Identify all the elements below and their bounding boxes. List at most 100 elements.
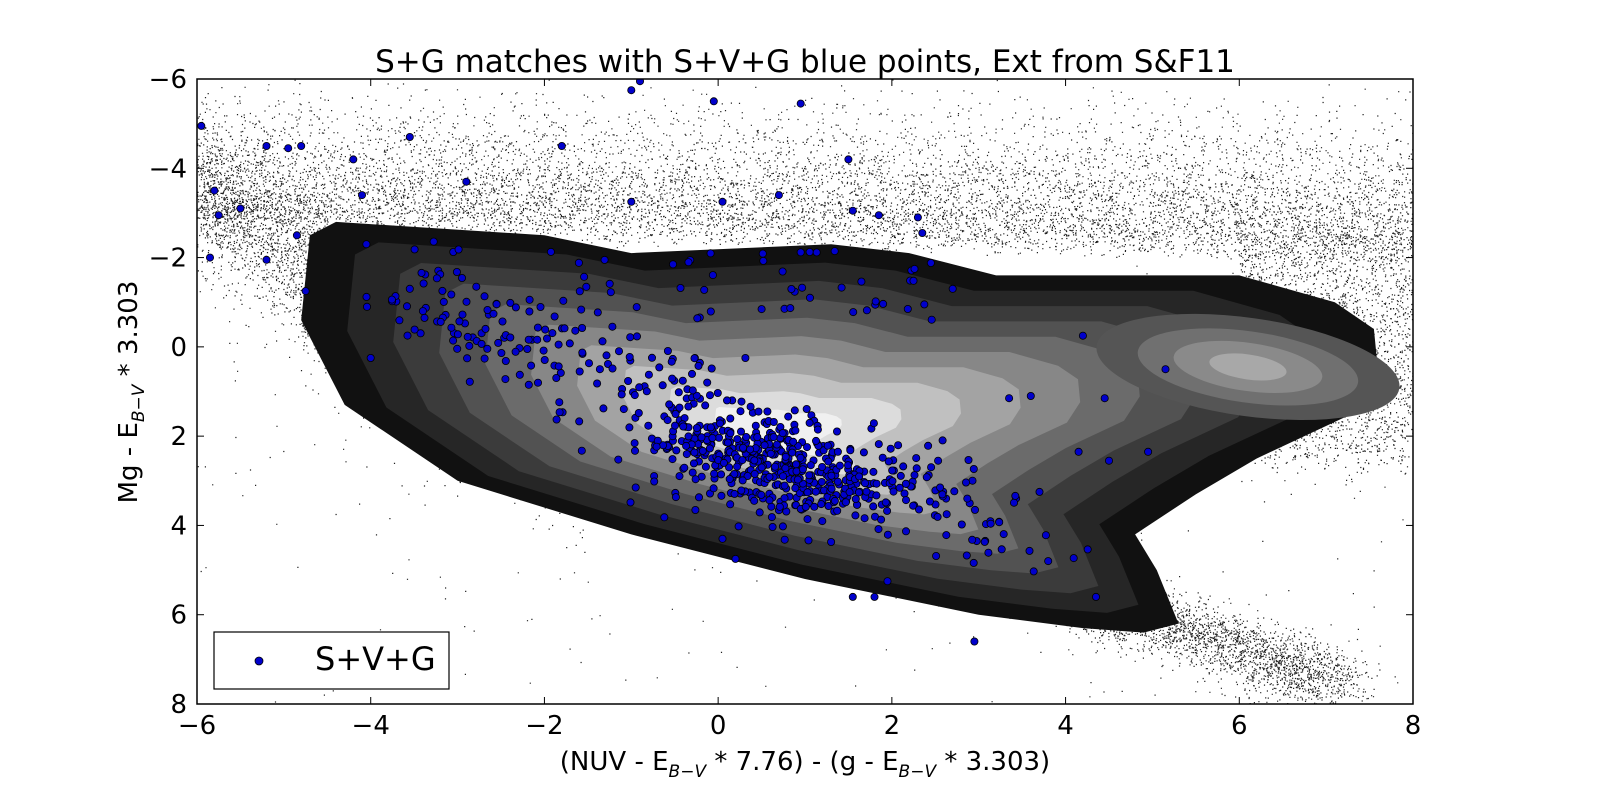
s-v-g-point — [694, 361, 703, 370]
s-v-g-point — [671, 421, 680, 430]
s-v-g-point — [750, 456, 759, 465]
s-v-g-point — [534, 378, 543, 387]
s-v-g-point — [791, 426, 800, 435]
s-v-g-point — [995, 518, 1004, 527]
s-v-g-point — [543, 334, 552, 343]
s-v-g-point — [942, 531, 951, 540]
s-v-g-point — [593, 308, 602, 317]
s-v-g-point — [872, 479, 881, 488]
s-v-g-point — [447, 290, 456, 299]
s-v-g-point — [452, 267, 461, 276]
s-v-g-point — [692, 391, 701, 400]
s-v-g-point — [578, 323, 587, 332]
s-v-g-point — [796, 99, 805, 108]
s-v-g-point — [851, 494, 860, 503]
s-v-g-point — [1025, 546, 1034, 555]
s-v-g-point — [405, 132, 414, 141]
s-v-g-point — [608, 322, 617, 331]
s-v-g-point — [668, 455, 677, 464]
s-v-g-point — [439, 297, 448, 306]
s-v-g-point — [525, 307, 534, 316]
s-v-g-point — [901, 479, 910, 488]
s-v-g-point — [855, 472, 864, 481]
s-v-g-point — [1074, 447, 1083, 456]
x-tick-label: 8 — [1405, 711, 1422, 741]
s-v-g-point — [754, 407, 763, 416]
s-v-g-point — [525, 295, 534, 304]
s-v-g-point — [778, 267, 787, 276]
s-v-g-points — [197, 79, 1170, 646]
s-v-g-point — [812, 436, 821, 445]
s-v-g-point — [701, 401, 710, 410]
s-v-g-point — [418, 307, 427, 316]
s-v-g-point — [705, 444, 714, 453]
s-v-g-point — [938, 436, 947, 445]
s-v-g-point — [963, 494, 972, 503]
s-v-g-point — [835, 461, 844, 470]
s-v-g-point — [734, 522, 743, 531]
s-v-g-point — [733, 462, 742, 471]
s-v-g-point — [964, 455, 973, 464]
s-v-g-point — [577, 446, 586, 455]
s-v-g-point — [767, 513, 776, 522]
s-v-g-point — [1161, 365, 1170, 374]
s-v-g-point — [577, 305, 586, 314]
s-v-g-point — [480, 354, 489, 363]
s-v-g-point — [559, 296, 568, 305]
s-v-g-point — [872, 491, 881, 500]
s-v-g-point — [792, 460, 801, 469]
s-v-g-point — [871, 297, 880, 306]
s-v-g-point — [631, 446, 640, 455]
s-v-g-point — [818, 517, 827, 526]
s-v-g-point — [737, 397, 746, 406]
s-v-g-point — [920, 300, 929, 309]
s-v-g-point — [894, 441, 903, 450]
s-v-g-point — [417, 268, 426, 277]
s-v-g-point — [498, 317, 507, 326]
s-v-g-point — [457, 273, 466, 282]
s-v-g-point — [481, 324, 490, 333]
s-v-g-point — [571, 326, 580, 335]
s-v-g-point — [580, 272, 589, 281]
s-v-g-point — [695, 493, 704, 502]
s-v-g-point — [600, 255, 609, 264]
s-v-g-point — [997, 545, 1006, 554]
s-v-g-point — [913, 213, 922, 222]
y-tick-label: 4 — [170, 511, 187, 541]
s-v-g-point — [548, 329, 557, 338]
s-v-g-point — [719, 458, 728, 467]
s-v-g-point — [362, 302, 371, 311]
s-v-g-point — [706, 423, 715, 432]
s-v-g-point — [492, 300, 501, 309]
s-v-g-point — [932, 552, 941, 561]
s-v-g-point — [706, 307, 715, 316]
x-axis-label: (NUV - EB−V * 7.76) - (g - EB−V * 3.303) — [560, 747, 1050, 782]
s-v-g-point — [810, 502, 819, 511]
s-v-g-point — [410, 325, 419, 334]
s-v-g-point — [506, 298, 515, 307]
s-v-g-point — [768, 523, 777, 532]
y-tick-label: −6 — [149, 65, 187, 95]
s-v-g-point — [791, 484, 800, 493]
s-v-g-point — [676, 283, 685, 292]
s-v-g-point — [655, 363, 664, 372]
s-v-g-point — [585, 359, 594, 368]
s-v-g-point — [634, 408, 643, 417]
s-v-g-point — [759, 256, 768, 265]
s-v-g-point — [210, 186, 219, 195]
s-v-g-point — [362, 292, 371, 301]
s-v-g-point — [912, 464, 921, 473]
chart-title: S+G matches with S+V+G blue points, Ext … — [375, 44, 1235, 80]
s-v-g-point — [458, 310, 467, 319]
s-v-g-point — [684, 432, 693, 441]
s-v-g-point — [774, 191, 783, 200]
s-v-g-point — [841, 498, 850, 507]
s-v-g-point — [827, 484, 836, 493]
s-v-g-point — [511, 303, 520, 312]
s-v-g-point — [214, 211, 223, 220]
s-v-g-point — [644, 370, 653, 379]
s-v-g-point — [449, 336, 458, 345]
s-v-g-point — [903, 304, 912, 313]
s-v-g-point — [731, 554, 740, 563]
s-v-g-point — [780, 535, 789, 544]
